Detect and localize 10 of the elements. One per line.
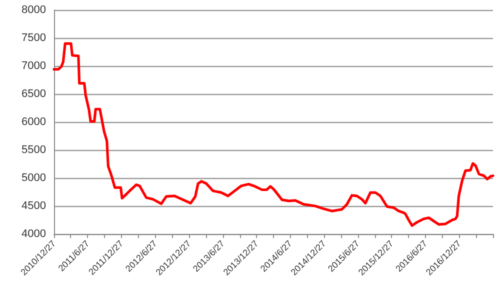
y-tick-label: 5500 bbox=[22, 144, 46, 156]
y-tick-label: 7000 bbox=[22, 60, 46, 72]
y-tick-label: 6500 bbox=[22, 88, 46, 100]
y-tick-label: 4500 bbox=[22, 200, 46, 212]
y-tick-label: 5000 bbox=[22, 172, 46, 184]
line-series bbox=[52, 42, 494, 227]
y-tick-label: 4000 bbox=[22, 228, 46, 240]
y-tick-label: 8000 bbox=[22, 4, 46, 16]
y-tick-label: 6000 bbox=[22, 116, 46, 128]
y-tick-label: 7500 bbox=[22, 32, 46, 44]
